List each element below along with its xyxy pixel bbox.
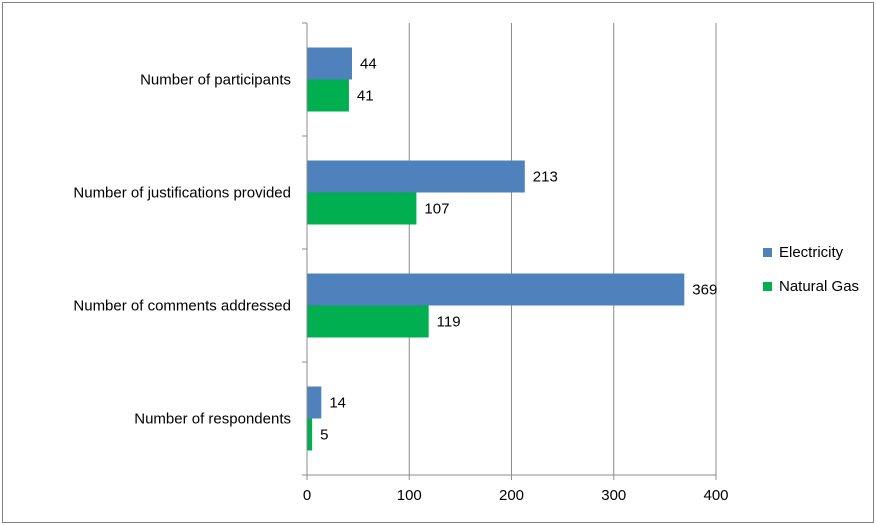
x-tick-label-0: 0 — [303, 487, 311, 504]
bar-electricity-0 — [307, 47, 352, 80]
data-label-electricity-3: 14 — [329, 395, 346, 412]
bar-chart: 44 41 Number of participants 213 107 Number o… — [73, 22, 859, 505]
data-label-natural-gas-0: 41 — [357, 88, 374, 105]
x-tick-label-300: 300 — [601, 487, 626, 504]
axes — [302, 22, 717, 480]
category-label-0: Number of participants — [140, 72, 291, 89]
x-tick-label-400: 400 — [703, 487, 728, 504]
category-label-2: Number of comments addressed — [73, 298, 291, 315]
bar-natural-gas-2 — [307, 305, 429, 338]
bar-natural-gas-0 — [307, 79, 349, 112]
bar-electricity-1 — [307, 160, 525, 193]
data-label-electricity-2: 369 — [692, 282, 717, 299]
bar-natural-gas-1 — [307, 192, 417, 225]
bar-electricity-3 — [307, 386, 322, 419]
legend-swatch-electricity — [763, 248, 772, 257]
x-tick-label-100: 100 — [397, 487, 422, 504]
legend-label-electricity: Electricity — [779, 244, 844, 261]
legend: Electricity Natural Gas — [763, 244, 859, 295]
category-label-3: Number of respondents — [134, 411, 291, 428]
labels: 44 41 Number of participants 213 107 Number o… — [73, 56, 728, 505]
legend-swatch-natural-gas — [763, 282, 772, 291]
category-label-1: Number of justifications provided — [73, 185, 291, 202]
gridlines — [408, 23, 717, 475]
data-label-natural-gas-3: 5 — [320, 427, 328, 444]
bar-electricity-2 — [307, 273, 685, 306]
data-label-electricity-1: 213 — [533, 169, 558, 186]
data-label-natural-gas-2: 119 — [437, 314, 461, 331]
x-tick-label-200: 200 — [499, 487, 524, 504]
legend-label-natural-gas: Natural Gas — [779, 278, 859, 295]
bar-natural-gas-3 — [307, 418, 313, 451]
bars — [307, 47, 685, 451]
data-label-natural-gas-1: 107 — [424, 201, 449, 218]
data-label-electricity-0: 44 — [360, 56, 377, 73]
